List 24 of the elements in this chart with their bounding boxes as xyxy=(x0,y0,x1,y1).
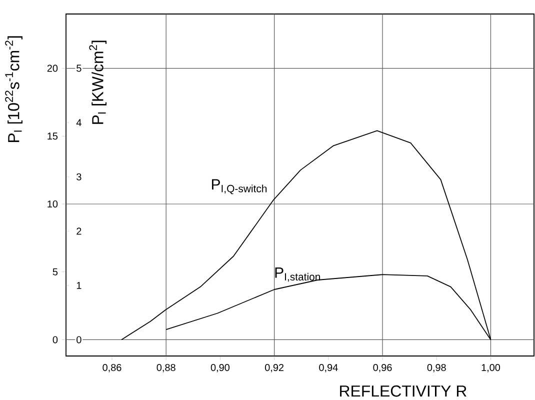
y-tick-label: 15 xyxy=(48,132,58,140)
x-tick-label: 0,92 xyxy=(265,364,284,372)
series-label: P$_{I,station}$ xyxy=(275,267,320,282)
y-tick-label: 10 xyxy=(48,200,58,208)
y2-tick-label: 3 xyxy=(76,173,82,180)
x-tick-label: 0,90 xyxy=(210,364,230,372)
x-tick-label: 0,94 xyxy=(319,364,338,372)
x-tick-label: 0,96 xyxy=(373,364,392,372)
y2-tick-label: 2 xyxy=(76,228,82,235)
y-tick-label: 0 xyxy=(52,336,58,344)
series-label: P$_{I,Q-switch}$ xyxy=(212,179,267,194)
y2-tick-label: 5 xyxy=(76,64,82,72)
y2-tick-label: 0 xyxy=(76,336,82,344)
x-tick-label: 0,86 xyxy=(102,364,122,372)
y2-tick-label: 1 xyxy=(76,282,82,289)
x-tick-label: 0,98 xyxy=(427,364,446,372)
y2-tick-label: 4 xyxy=(76,119,82,126)
x-tick-label: 1,00 xyxy=(482,364,500,372)
x-tick-label: 0,88 xyxy=(156,364,176,372)
x-axis-title: REFLECTIVITY R xyxy=(340,385,466,397)
y2-axis-title: P$_{I}$ [KW/cm$^{2}$] xyxy=(89,40,106,124)
y-tick-label: 20 xyxy=(47,64,58,72)
text: P$_{I}$ [10$^{22}$s$^{-1}$cm$^{-2}$] xyxy=(5,36,22,142)
y-tick-label: 5 xyxy=(52,268,58,276)
